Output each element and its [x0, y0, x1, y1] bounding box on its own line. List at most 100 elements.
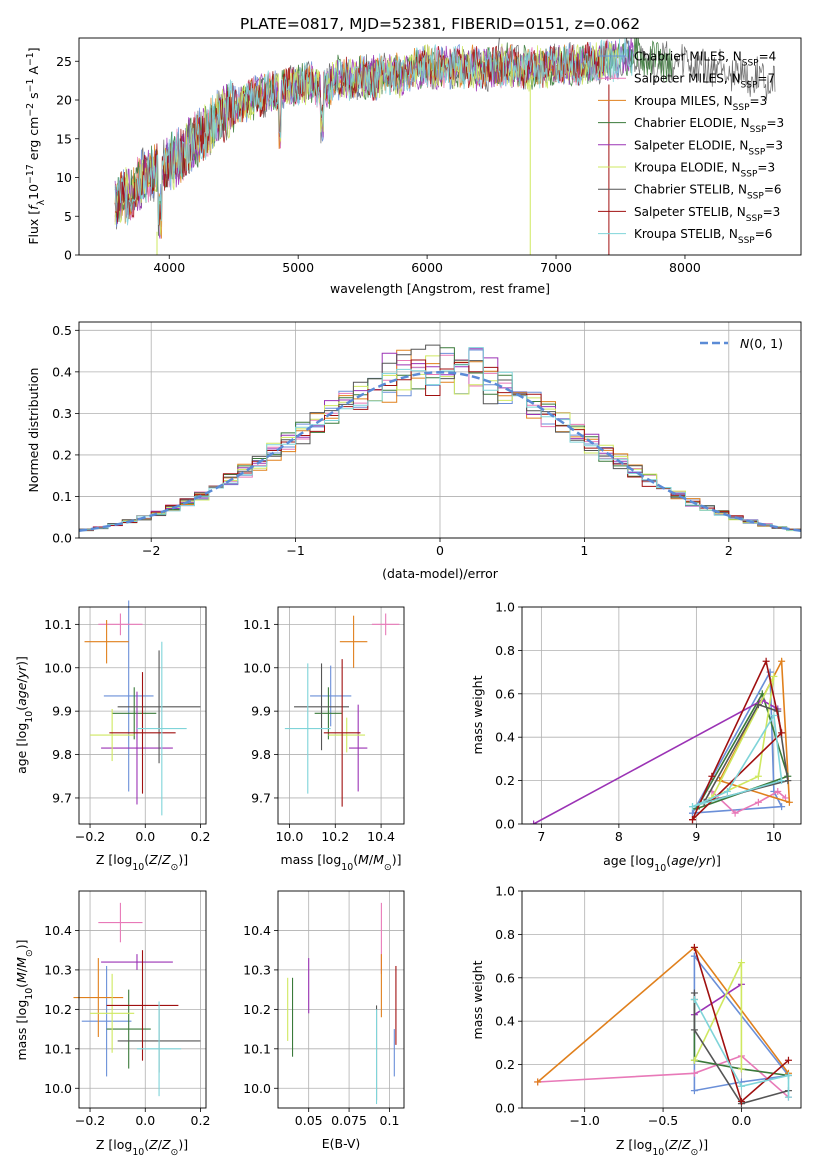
- axes-frame: [78, 321, 802, 539]
- y-axis-label: mass [log10(M/M⊙)]: [14, 939, 35, 1060]
- axes-spectrum: 4000 5000 6000 7000 8000 0 5 10 15 20 25 Chabrier M…: [25, 37, 802, 296]
- histogram-series: [79, 347, 801, 538]
- x-tick-label: 6000: [411, 260, 443, 275]
- x-tick-label: 7: [537, 829, 545, 844]
- legend-label: Kroupa MILES, NSSP=3: [634, 94, 767, 113]
- axes-weight_vs_Z: −1.0 −0.5 0.0 0.0 0.2 0.4 0.6 0.8 1.0 Z [log10(Z/…: [470, 884, 802, 1158]
- axes-age_vs_Z: −0.2 0.0 0.2 9.7 9.8 9.9 10.0 10.1 Z [log10(Z/Z⊙…: [14, 600, 211, 873]
- plot-area: [530, 657, 793, 824]
- y-tick-label: 0.8: [495, 643, 515, 658]
- axes-mass_vs_Z: −0.2 0.0 0.2 10.0 10.1 10.2 10.3 10.4 Z [log10(Z…: [14, 890, 211, 1158]
- x-axis-label: wavelength [Angstrom, rest frame]: [330, 281, 550, 296]
- y-tick-label: 0.2: [495, 1057, 515, 1072]
- y-tick-label: 10.0: [243, 660, 271, 675]
- y-axis-label: Normed distribution: [26, 368, 41, 493]
- y-tick-label: 10.1: [243, 1041, 271, 1056]
- x-tick-label: −0.2: [75, 1113, 105, 1128]
- y-axis-label: Flux [fλ10−17 erg cm−2 s−1 A−1]: [25, 47, 47, 244]
- axes-frame: [521, 606, 802, 825]
- legend-label: Chabrier MILES, NSSP=4: [634, 50, 776, 69]
- y-tick-label: 9.7: [52, 790, 72, 805]
- axes-age_vs_mass: 10.0 10.2 10.4 9.7 9.8 9.9 10.0 10.1 mass [log10…: [243, 606, 405, 873]
- y-axis-label: age [log10(age/yr)]: [14, 656, 35, 774]
- y-tick-label: 10: [56, 170, 72, 185]
- y-tick-label: 0.4: [52, 364, 72, 379]
- x-tick-label: 0.075: [331, 1113, 367, 1128]
- axes-frame: [277, 606, 405, 825]
- y-tick-label: 10.4: [44, 923, 72, 938]
- y-tick-label: 10.4: [243, 923, 271, 938]
- y-tick-label: 0.0: [495, 817, 515, 832]
- y-tick-label: 10.1: [44, 617, 72, 632]
- y-tick-label: 5: [64, 209, 72, 224]
- x-tick-label: −0.2: [75, 829, 105, 844]
- y-tick-label: 0.1: [52, 489, 72, 504]
- x-axis-label: age [log10(age/yr)]: [603, 853, 721, 874]
- x-tick-label: −1: [286, 543, 304, 558]
- x-tick-label: 10.0: [276, 829, 304, 844]
- y-tick-label: 0.6: [495, 686, 515, 701]
- y-tick-label: 10.0: [44, 660, 72, 675]
- plot-area: [534, 943, 792, 1108]
- y-tick-label: 15: [56, 131, 72, 146]
- x-tick-label: 4000: [153, 260, 185, 275]
- x-axis-label: mass [log10(M/M⊙)]: [280, 852, 401, 873]
- plot-area: [284, 613, 400, 807]
- y-axis-label: mass weight: [470, 960, 485, 1039]
- x-tick-label: 9: [692, 829, 700, 844]
- y-tick-label: 0.0: [52, 531, 72, 546]
- x-axis-label: Z [log10(Z/Z⊙)]: [96, 852, 188, 873]
- y-tick-label: 0.3: [52, 406, 72, 421]
- legend-label: Chabrier STELIB, NSSP=6: [634, 183, 782, 202]
- y-tick-label: 9.8: [251, 747, 271, 762]
- y-tick-label: 0.6: [495, 970, 515, 985]
- y-tick-label: 9.7: [251, 790, 271, 805]
- plot-area: [84, 600, 201, 816]
- y-tick-label: 10.2: [44, 1002, 72, 1017]
- x-axis-label: Z [log10(Z/Z⊙)]: [96, 1137, 188, 1158]
- y-tick-label: 9.9: [251, 704, 271, 719]
- plot-area: [79, 344, 801, 538]
- legend-label: Kroupa STELIB, NSSP=6: [634, 227, 772, 246]
- axes-frame: [277, 890, 405, 1109]
- y-tick-label: 0.4: [495, 730, 515, 745]
- normal-curve: [79, 371, 801, 532]
- x-tick-label: 10.4: [367, 829, 395, 844]
- plot-area: [287, 902, 397, 1105]
- legend-label: Salpeter ELODIE, NSSP=3: [634, 138, 783, 157]
- x-axis-label: Z [log10(Z/Z⊙)]: [616, 1137, 708, 1158]
- figure-title: PLATE=0817, MJD=52381, FIBERID=0151, z=0…: [240, 15, 640, 33]
- y-tick-label: 0.5: [52, 323, 72, 338]
- axes-frame: [78, 890, 207, 1109]
- x-tick-label: 10.2: [321, 829, 349, 844]
- weight-line: [693, 993, 789, 1105]
- legend-label: N(0, 1): [740, 336, 783, 351]
- y-tick-label: 0.4: [495, 1014, 515, 1029]
- y-tick-label: 10.0: [243, 1081, 271, 1096]
- y-tick-label: 10.1: [44, 1041, 72, 1056]
- axes-residuals: −2 −1 0 1 2 0.0 0.1 0.2 0.3 0.4 0.5 N(0, 1) (data-mo…: [26, 321, 802, 581]
- legend-label: Chabrier ELODIE, NSSP=3: [634, 116, 784, 135]
- y-tick-label: 10.1: [243, 617, 271, 632]
- y-tick-label: 10.2: [243, 1002, 271, 1017]
- x-tick-label: 0.0: [135, 829, 155, 844]
- x-tick-label: 1: [580, 543, 588, 558]
- x-tick-label: 0.2: [191, 1113, 211, 1128]
- y-tick-label: 0.8: [495, 927, 515, 942]
- y-tick-label: 1.0: [495, 884, 515, 899]
- x-tick-label: 2: [725, 543, 733, 558]
- x-axis-label: E(B-V): [322, 1136, 361, 1151]
- x-tick-label: −1.0: [570, 1113, 600, 1128]
- y-tick-label: 9.9: [52, 704, 72, 719]
- spectrum-line: [114, 38, 634, 226]
- x-tick-label: 10: [766, 829, 782, 844]
- axes-frame: [521, 890, 802, 1109]
- plot-area: [114, 38, 776, 255]
- y-tick-label: 0.2: [52, 447, 72, 462]
- y-tick-label: 9.8: [52, 747, 72, 762]
- x-tick-label: 0.1: [380, 1113, 400, 1128]
- x-tick-label: 0.0: [135, 1113, 155, 1128]
- y-tick-label: 20: [56, 93, 72, 108]
- x-tick-label: 0.2: [191, 829, 211, 844]
- y-tick-label: 0.2: [495, 773, 515, 788]
